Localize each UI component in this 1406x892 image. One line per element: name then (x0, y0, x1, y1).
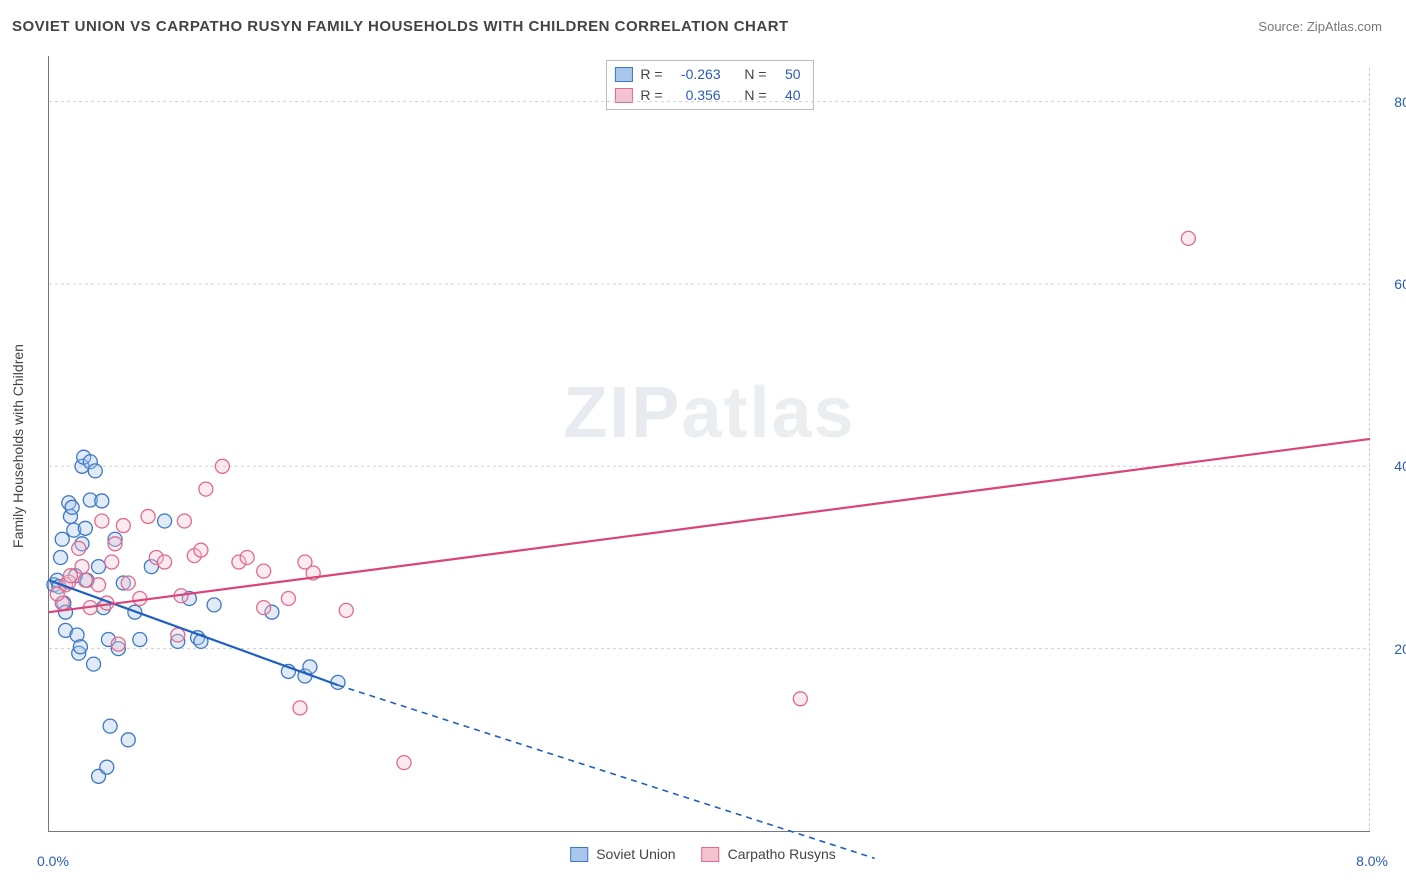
legend-label-soviet: Soviet Union (596, 846, 675, 862)
plot-svg (49, 56, 1370, 831)
legend-label-carpatho: Carpatho Rusyns (728, 846, 836, 862)
title-bar: SOVIET UNION VS CARPATHO RUSYN FAMILY HO… (0, 0, 1406, 43)
legend-swatch2-soviet (570, 847, 588, 862)
source-label: Source: (1258, 19, 1303, 34)
x-tick-max: 8.0% (1356, 853, 1388, 869)
source-value: ZipAtlas.com (1307, 19, 1382, 34)
legend-item-carpatho: Carpatho Rusyns (702, 846, 836, 862)
y-tick-label: 40.0% (1394, 458, 1406, 474)
source-attribution: Source: ZipAtlas.com (1258, 19, 1382, 34)
y-axis-label: Family Households with Children (10, 344, 26, 548)
legend-item-soviet: Soviet Union (570, 846, 675, 862)
plot-area: ZIPatlas R = -0.263 N = 50 R = 0.356 N =… (48, 56, 1370, 832)
series-legend: Soviet Union Carpatho Rusyns (570, 846, 836, 862)
y-tick-label: 60.0% (1394, 276, 1406, 292)
legend-swatch2-carpatho (702, 847, 720, 862)
y-tick-label: 80.0% (1394, 94, 1406, 110)
chart-title: SOVIET UNION VS CARPATHO RUSYN FAMILY HO… (12, 18, 789, 35)
chart-container: SOVIET UNION VS CARPATHO RUSYN FAMILY HO… (0, 0, 1406, 892)
x-tick-min: 0.0% (37, 853, 69, 869)
y-tick-label: 20.0% (1394, 641, 1406, 657)
